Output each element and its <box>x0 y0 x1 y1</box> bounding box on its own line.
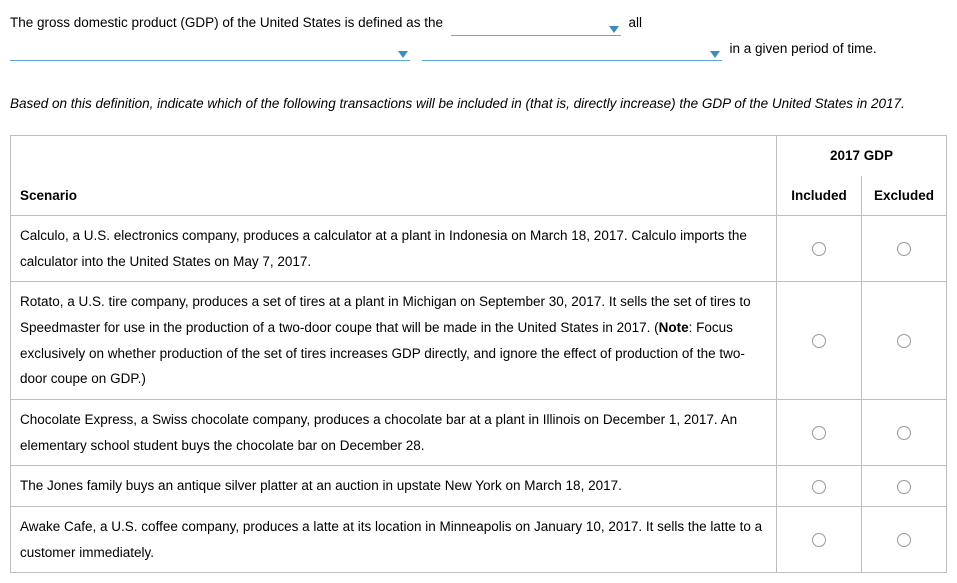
included-cell <box>777 466 862 507</box>
included-radio[interactable] <box>812 334 826 348</box>
included-radio[interactable] <box>812 242 826 256</box>
excluded-radio[interactable] <box>897 242 911 256</box>
chevron-down-icon <box>398 51 408 58</box>
included-cell <box>777 282 862 400</box>
chevron-down-icon <box>710 51 720 58</box>
excluded-radio[interactable] <box>897 480 911 494</box>
chevron-down-icon <box>609 26 619 33</box>
excluded-cell <box>862 506 947 572</box>
gdp-scenario-table: Scenario 2017 GDP Included Excluded Calc… <box>10 135 947 573</box>
excluded-radio[interactable] <box>897 334 911 348</box>
excluded-header: Excluded <box>862 176 947 216</box>
dropdown-2[interactable] <box>10 41 410 61</box>
scenario-cell: Rotato, a U.S. tire company, produces a … <box>11 282 777 400</box>
excluded-radio[interactable] <box>897 426 911 440</box>
included-cell <box>777 506 862 572</box>
scenario-cell: Chocolate Express, a Swiss chocolate com… <box>11 400 777 466</box>
instructions-text: Based on this definition, indicate which… <box>10 91 947 117</box>
included-header: Included <box>777 176 862 216</box>
table-row: Awake Cafe, a U.S. coffee company, produ… <box>11 506 947 572</box>
dropdown-3[interactable] <box>422 41 722 61</box>
scenario-cell: The Jones family buys an antique silver … <box>11 466 777 507</box>
included-cell <box>777 216 862 282</box>
note-label: Note <box>659 320 689 335</box>
excluded-cell <box>862 216 947 282</box>
included-cell <box>777 400 862 466</box>
excluded-cell <box>862 282 947 400</box>
included-radio[interactable] <box>812 480 826 494</box>
table-row: The Jones family buys an antique silver … <box>11 466 947 507</box>
table-row: Calculo, a U.S. electronics company, pro… <box>11 216 947 282</box>
table-row: Rotato, a U.S. tire company, produces a … <box>11 282 947 400</box>
intro-seg2: all <box>629 15 643 30</box>
scenario-cell: Awake Cafe, a U.S. coffee company, produ… <box>11 506 777 572</box>
scenario-tbody: Calculo, a U.S. electronics company, pro… <box>11 216 947 573</box>
intro-seg3: in a given period of time. <box>730 41 877 56</box>
excluded-cell <box>862 466 947 507</box>
included-radio[interactable] <box>812 533 826 547</box>
gdp-definition-sentence: The gross domestic product (GDP) of the … <box>10 10 947 61</box>
table-row: Chocolate Express, a Swiss chocolate com… <box>11 400 947 466</box>
intro-seg1: The gross domestic product (GDP) of the … <box>10 15 443 30</box>
excluded-cell <box>862 400 947 466</box>
included-radio[interactable] <box>812 426 826 440</box>
scenario-text-pre: Rotato, a U.S. tire company, produces a … <box>20 294 751 335</box>
dropdown-1[interactable] <box>451 16 621 36</box>
scenario-header: Scenario <box>11 135 777 215</box>
excluded-radio[interactable] <box>897 533 911 547</box>
scenario-cell: Calculo, a U.S. electronics company, pro… <box>11 216 777 282</box>
gdp-group-header: 2017 GDP <box>777 135 947 175</box>
